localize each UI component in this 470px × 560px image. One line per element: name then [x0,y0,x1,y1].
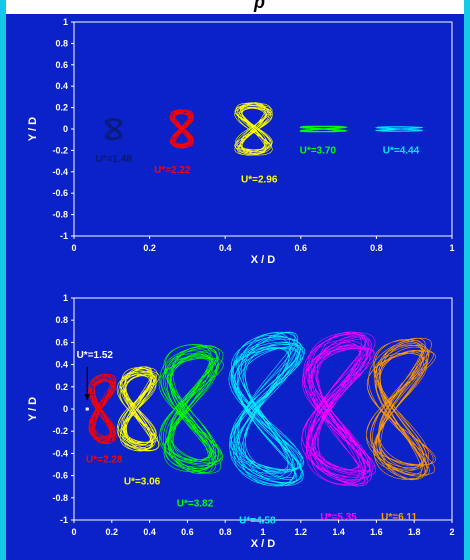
x-tick-label: 1 [260,527,265,537]
left-border [0,0,6,560]
y-tick-label: 1 [63,17,68,27]
trajectory-series [228,331,306,487]
trajectory-series [169,109,194,149]
series-label: U*=6.11 [381,512,417,523]
trajectory-series [85,407,89,411]
trajectory-series [88,373,117,445]
series-label: U*=1.48 [95,154,132,165]
x-tick-label: 2 [449,527,454,537]
chart-top: -1 -0.8 -0.6 -0.4 -0.2 0 0.2 0.4 0.6 0.8 1 0 0.2 0.4 0… [14,14,455,266]
x-tick-label: 0.8 [219,527,232,537]
header-title-fragment: p [254,0,265,12]
y-tick-label: -0.6 [52,471,68,481]
y-tick-label: 0.6 [55,60,68,70]
x-tick-label: 0.2 [143,243,156,253]
y-tick-label: -1 [60,515,68,525]
y-tick-label: -0.2 [52,426,68,436]
x-tick-label: 1.8 [408,527,421,537]
x-tick-label: 0 [71,243,76,253]
x-tick-label: 0 [71,527,76,537]
trajectory-series [104,118,123,141]
trajectory-series [301,331,376,487]
y-tick-label: 1 [63,293,68,303]
x-tick-label: 0.8 [370,243,383,253]
x-axis-label: X / D [251,254,276,266]
y-tick-label: -0.6 [52,188,68,198]
series-label: U*=4.44 [383,146,420,157]
trajectory-series [374,126,424,132]
x-tick-label: 0.6 [181,527,194,537]
y-tick-label: -0.4 [52,167,68,177]
chart-bottom: -1 -0.8 -0.6 -0.4 -0.2 0 0.2 0.4 0.6 0.8 1 0 0.2 0.4 0… [14,278,455,550]
y-tick-label: -1 [60,231,68,241]
series-label: U*=2.22 [154,165,191,176]
y-tick-label: 0.2 [55,382,68,392]
series-label: U*=3.70 [300,146,337,157]
y-tick-label: 0.4 [55,81,68,91]
y-tick-label: -0.8 [52,493,68,503]
trajectory-series [234,102,273,156]
x-tick-label: 1.6 [370,527,383,537]
x-tick-label: 1.2 [295,527,308,537]
y-tick-label: -0.8 [52,210,68,220]
y-tick-label: 0 [63,404,68,414]
y-axis-label: Y / D [27,397,39,421]
y-tick-label: 0.2 [55,103,68,113]
annotation-arrowhead [84,394,91,401]
chart-panel [14,278,454,550]
x-axis-label: X / D [251,538,276,550]
series-label: U*=5.35 [320,512,357,523]
series-label: U*=1.52 [77,350,114,361]
x-tick-label: 0.2 [106,527,119,537]
series-label: U*=4.58 [239,515,276,526]
x-tick-label: 1 [449,243,454,253]
series-label: U*=3.82 [177,499,214,510]
y-tick-label: -0.2 [52,145,68,155]
y-axis-label: Y / D [27,117,39,141]
y-tick-label: 0.8 [55,315,68,325]
header-strip: p [6,0,464,14]
trajectory-series [158,344,224,474]
x-tick-label: 0.4 [143,527,156,537]
trajectory-series [116,366,160,452]
series-label: U*=2.28 [86,454,123,465]
y-tick-label: 0.6 [55,337,68,347]
x-tick-label: 1.4 [332,527,345,537]
series-label: U*=2.96 [241,175,278,186]
chart-panel [14,14,454,254]
y-tick-label: 0 [63,124,68,134]
series-label: U*=3.06 [124,476,161,487]
x-tick-label: 0.6 [295,243,308,253]
y-tick-label: 0.8 [55,38,68,48]
trajectory-series [299,125,348,133]
x-tick-label: 0.4 [219,243,232,253]
trajectory-series [366,337,436,481]
right-border [464,0,470,560]
y-tick-label: -0.4 [52,448,68,458]
y-tick-label: 0.4 [55,360,68,370]
